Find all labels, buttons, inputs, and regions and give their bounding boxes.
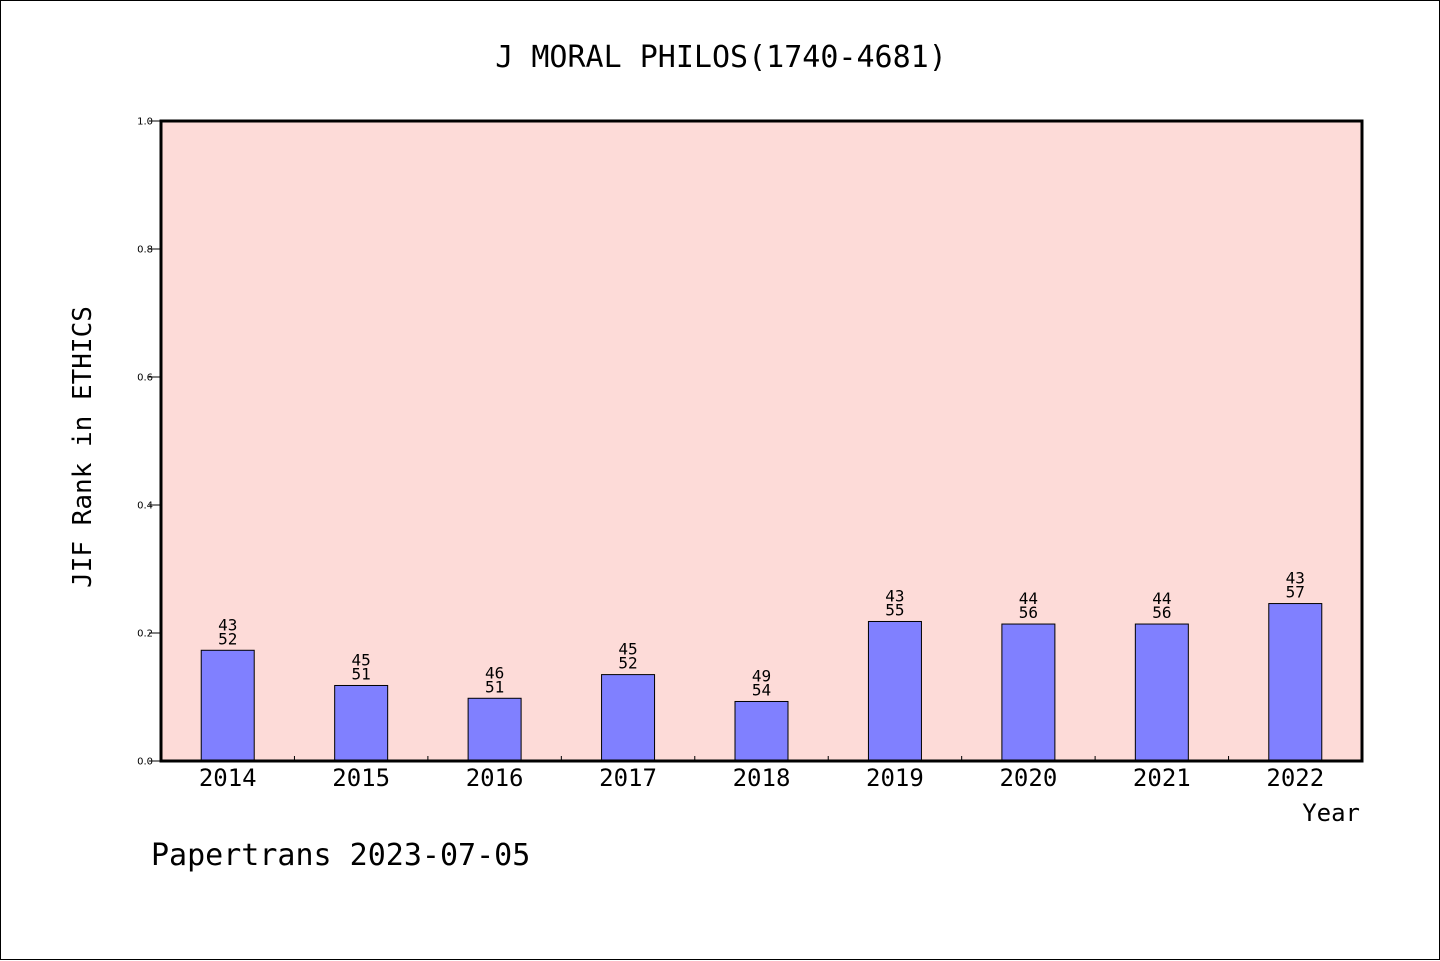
- bar-2020: [1001, 623, 1056, 762]
- bar-rank-label-2021: 44: [1152, 589, 1171, 608]
- y-tick-label-5: 1.0: [137, 117, 153, 128]
- bar-rank-label-2018: 49: [752, 666, 771, 685]
- bars-group: [200, 603, 1323, 762]
- bar-total-label-2019: 55: [885, 600, 904, 619]
- bar-2018: [734, 700, 789, 762]
- bar-2022: [1268, 603, 1323, 762]
- bar-rank-label-2016: 46: [485, 663, 504, 682]
- bar-rank-label-2017: 45: [618, 640, 637, 659]
- bar-rank-label-2020: 44: [1019, 589, 1038, 608]
- y-axis-label: JIF Rank in ETHICS: [68, 306, 98, 588]
- bar-total-label-2022: 57: [1286, 583, 1305, 602]
- x-tick-label-2020: 2020: [999, 764, 1057, 792]
- x-tick-label-2018: 2018: [733, 764, 791, 792]
- y-tick-label-1: 0.2: [137, 629, 153, 640]
- bar-total-label-2016: 51: [485, 677, 504, 696]
- plot-border: [159, 119, 1364, 763]
- bar-total-label-2021: 56: [1152, 603, 1171, 622]
- bar-rank-label-2015: 45: [352, 650, 371, 669]
- bar-total-label-2020: 56: [1019, 603, 1038, 622]
- bar-total-label-2017: 52: [618, 654, 637, 673]
- bar-2019: [867, 620, 922, 762]
- bar-rank-label-2019: 43: [885, 586, 904, 605]
- x-tick-label-2019: 2019: [866, 764, 924, 792]
- bar-rank-label-2014: 43: [218, 615, 237, 634]
- bar-2021: [1134, 623, 1189, 762]
- y-tick-label-2: 0.4: [137, 501, 153, 512]
- bar-2016: [467, 697, 522, 762]
- y-tick-label-0: 0.0: [137, 757, 153, 768]
- bar-total-label-2014: 52: [218, 629, 237, 648]
- y-tick-label-4: 0.8: [137, 245, 153, 256]
- x-tick-label-2016: 2016: [466, 764, 524, 792]
- x-tick-label-2021: 2021: [1133, 764, 1191, 792]
- x-axis: 2014 2015 2016 2017 2018 2019 2020 2021 2022: [199, 756, 1324, 792]
- y-axis: 0.0 0.2 0.4 0.6 0.8 1.0: [137, 117, 161, 768]
- bar-total-label-2018: 54: [752, 680, 771, 699]
- bar-2014: [200, 649, 255, 762]
- bar-2017: [601, 674, 656, 762]
- x-tick-label-2017: 2017: [599, 764, 657, 792]
- bar-total-label-2015: 51: [352, 664, 371, 683]
- x-tick-label-2014: 2014: [199, 764, 257, 792]
- x-tick-label-2015: 2015: [332, 764, 390, 792]
- bar-2015: [334, 684, 389, 762]
- x-axis-label: Year: [1302, 799, 1360, 827]
- y-tick-label-3: 0.6: [137, 373, 153, 384]
- bar-rank-label-2022: 43: [1286, 569, 1305, 588]
- x-tick-label-2022: 2022: [1266, 764, 1324, 792]
- footer-text: Papertrans 2023-07-05: [151, 838, 530, 873]
- chart-title: J MORAL PHILOS(1740-4681): [495, 40, 947, 75]
